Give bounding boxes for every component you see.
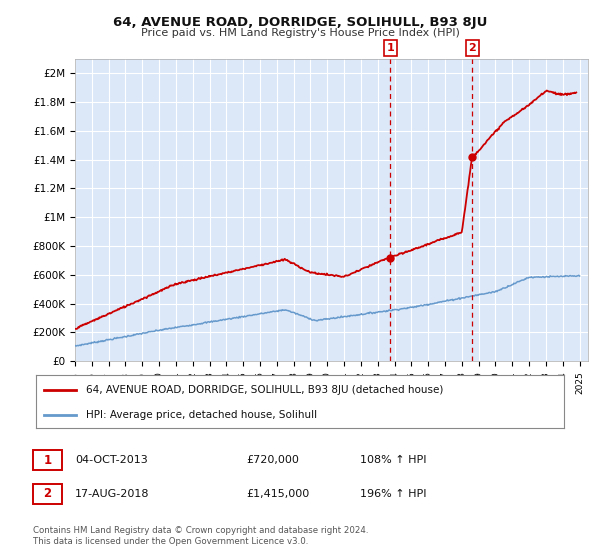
Text: 108% ↑ HPI: 108% ↑ HPI bbox=[360, 455, 427, 465]
Text: 196% ↑ HPI: 196% ↑ HPI bbox=[360, 489, 427, 499]
Text: 1: 1 bbox=[386, 43, 394, 53]
Text: 2: 2 bbox=[43, 487, 52, 501]
Text: 1: 1 bbox=[43, 454, 52, 467]
Text: Contains HM Land Registry data © Crown copyright and database right 2024.
This d: Contains HM Land Registry data © Crown c… bbox=[33, 526, 368, 546]
Text: 17-AUG-2018: 17-AUG-2018 bbox=[75, 489, 149, 499]
Text: £720,000: £720,000 bbox=[246, 455, 299, 465]
Text: 64, AVENUE ROAD, DORRIDGE, SOLIHULL, B93 8JU: 64, AVENUE ROAD, DORRIDGE, SOLIHULL, B93… bbox=[113, 16, 487, 29]
Text: 04-OCT-2013: 04-OCT-2013 bbox=[75, 455, 148, 465]
Text: Price paid vs. HM Land Registry's House Price Index (HPI): Price paid vs. HM Land Registry's House … bbox=[140, 28, 460, 38]
Text: HPI: Average price, detached house, Solihull: HPI: Average price, detached house, Soli… bbox=[86, 410, 317, 420]
Text: 64, AVENUE ROAD, DORRIDGE, SOLIHULL, B93 8JU (detached house): 64, AVENUE ROAD, DORRIDGE, SOLIHULL, B93… bbox=[86, 385, 443, 395]
Text: £1,415,000: £1,415,000 bbox=[246, 489, 309, 499]
Text: 2: 2 bbox=[469, 43, 476, 53]
